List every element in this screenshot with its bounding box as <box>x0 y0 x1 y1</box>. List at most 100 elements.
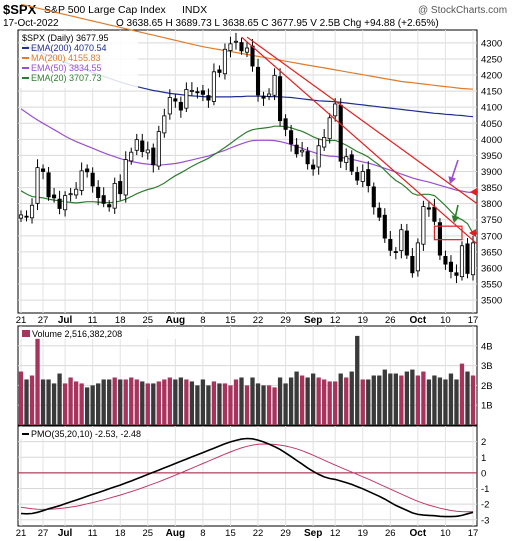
arrow-ema50-shaft <box>451 159 459 178</box>
chart-annotations <box>241 36 478 245</box>
candle-body <box>278 76 283 122</box>
candle-body <box>57 198 62 209</box>
candle-body <box>465 243 470 274</box>
candle-body <box>79 170 84 191</box>
chart-header: $SPX S&P 500 Large Cap Index INDX @ Stoc… <box>3 2 507 29</box>
pmo-lines <box>20 437 474 518</box>
candle-body <box>101 195 106 204</box>
volume-bar <box>294 371 299 425</box>
candle-body <box>211 71 216 102</box>
x-axis-label: 29 <box>280 315 291 326</box>
x-axis-label: 12 <box>330 315 341 326</box>
candle-body <box>90 172 95 187</box>
volume-bar <box>310 373 316 425</box>
pmo-line <box>20 437 474 518</box>
candle-body <box>46 172 51 198</box>
candle-body <box>85 168 90 173</box>
candle-body <box>426 207 431 210</box>
volume-bar <box>333 381 338 425</box>
candle-body <box>377 207 382 218</box>
volume-bar <box>410 369 415 425</box>
volume-bar <box>349 371 354 425</box>
x-axis-label-bottom: 25 <box>142 528 153 539</box>
x-axis-label-bottom: 18 <box>115 528 126 539</box>
volume-axis-label: 3B <box>481 361 493 372</box>
volume-bar <box>84 387 90 425</box>
volume-bar <box>344 377 349 425</box>
candle-body <box>443 255 448 265</box>
candle-body <box>140 140 145 152</box>
volume-bar <box>459 363 465 425</box>
volume-bar <box>73 381 79 425</box>
volume-bar <box>244 385 250 425</box>
candle-body <box>448 261 454 272</box>
candle-body <box>349 154 354 172</box>
x-axis-label: 11 <box>88 315 98 326</box>
volume-bar <box>96 383 101 425</box>
volume-bar <box>145 383 150 425</box>
volume-bar <box>112 377 117 425</box>
volume-bar <box>57 373 62 425</box>
candle-body <box>129 151 134 162</box>
x-axis-label-bottom: 29 <box>280 528 291 539</box>
x-axis-label: 26 <box>385 315 396 326</box>
volume-bar <box>233 379 239 425</box>
candle-body <box>162 115 167 134</box>
volume-bar <box>382 369 387 425</box>
x-axis-label: Aug <box>166 315 185 326</box>
price-axis-label: 3850 <box>481 183 502 194</box>
price-axis-label: 4250 <box>481 54 502 65</box>
candle-body <box>250 45 255 67</box>
candle-body <box>200 90 205 95</box>
volume-bar <box>388 373 393 425</box>
candle-body <box>311 164 316 170</box>
volume-bar <box>118 379 123 425</box>
x-axis-label-bottom: Aug <box>166 528 185 539</box>
pmo-legend: PMO(35,20,10) -2.53, -2.48 <box>20 428 170 439</box>
symbol-label: $SPX <box>3 2 37 17</box>
arrow-ema50 <box>448 159 459 184</box>
price-axis-label: 3500 <box>481 296 502 307</box>
x-axis-label-bottom: 21 <box>16 528 27 539</box>
price-axis-label: 4000 <box>481 135 502 146</box>
candle-body <box>228 43 233 51</box>
trendline-upper <box>246 36 478 205</box>
candle-body <box>388 238 393 251</box>
volume-bar <box>134 379 139 425</box>
candle-body <box>40 168 46 172</box>
x-axis-label: 15 <box>225 315 236 326</box>
volume-axis-label: 1B <box>481 401 493 412</box>
volume-bar <box>195 385 200 425</box>
volume-bar <box>266 385 272 425</box>
candle-body <box>173 98 178 102</box>
volume-bar <box>35 337 40 425</box>
volume-bar <box>62 383 68 425</box>
candle-body <box>134 139 139 151</box>
legend-ema20: EMA(20) 3707.73 <box>31 73 102 83</box>
candle-body <box>283 118 288 130</box>
volume-bar <box>299 375 305 425</box>
volume-bar <box>129 377 134 425</box>
legend-price: $SPX (Daily) 3677.95 <box>22 33 109 43</box>
volume-bars <box>18 335 476 425</box>
arrow-trendline-lower-head <box>469 229 476 237</box>
grid-lines <box>18 30 477 526</box>
candle-body <box>123 159 128 196</box>
x-axis-label-bottom: 8 <box>200 528 205 539</box>
volume-bar <box>404 371 410 425</box>
x-axis-label-bottom: Oct <box>410 528 427 539</box>
candle-body <box>399 229 404 252</box>
candle-body <box>178 101 183 111</box>
volume-bar <box>151 383 156 425</box>
volume-bar <box>90 385 95 425</box>
candle-body <box>222 48 228 75</box>
pmo-axis-label: -1 <box>481 484 489 495</box>
x-axis-label-bottom: 27 <box>38 528 49 539</box>
volume-bar <box>437 377 443 425</box>
candle-body <box>189 90 194 92</box>
pmo-axis-label: -3 <box>481 515 489 526</box>
volume-bar <box>355 335 360 425</box>
x-axis-label-bottom: 11 <box>88 528 98 539</box>
ema20-line <box>20 125 474 234</box>
